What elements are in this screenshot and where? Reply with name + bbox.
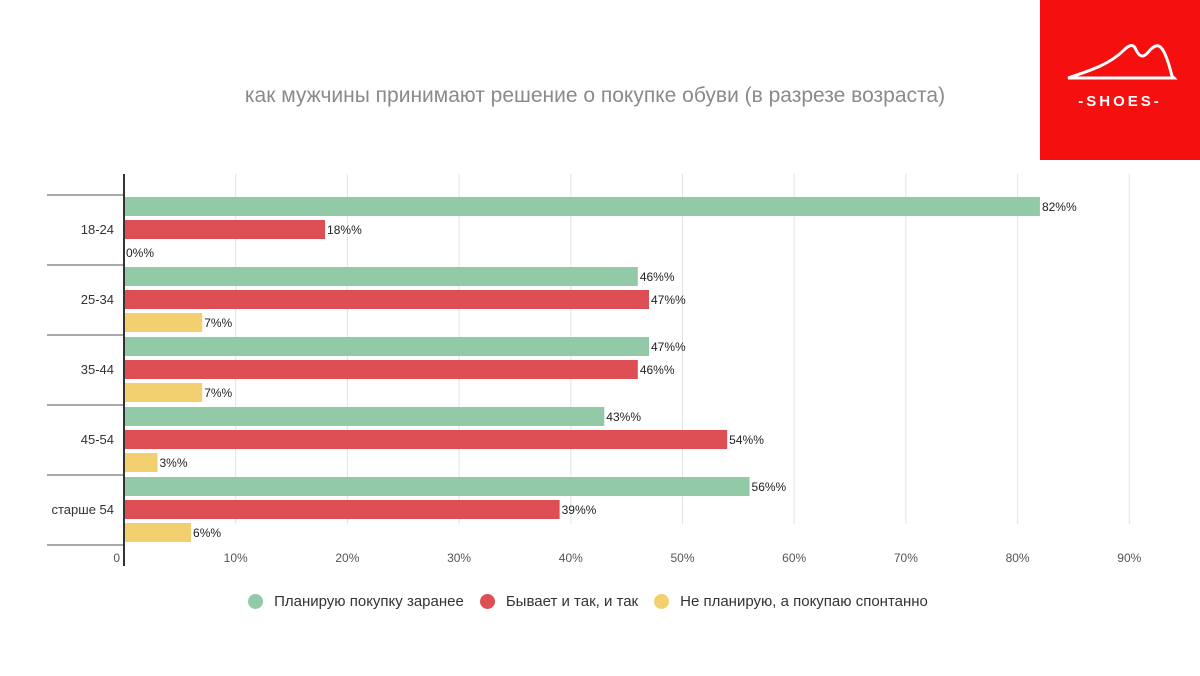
x-tick-label: 90% — [1117, 551, 1141, 565]
data-label: 47%% — [651, 293, 686, 307]
legend-swatch — [654, 594, 670, 609]
category-label: старше 54 — [52, 502, 115, 517]
bar — [124, 290, 649, 309]
legend-swatch — [479, 594, 495, 609]
x-tick-label: 20% — [335, 551, 359, 565]
bar — [124, 477, 750, 496]
legend-item: Не планирую, а покупаю спонтанно — [654, 593, 928, 610]
legend-item: Бывает и так, и так — [479, 593, 639, 610]
data-label: 46%% — [640, 270, 675, 284]
bar — [124, 453, 158, 472]
x-tick-label: 60% — [782, 551, 806, 565]
legend-swatch — [248, 594, 264, 609]
bar — [124, 430, 728, 449]
data-label: 7%% — [204, 386, 232, 400]
x-tick-label: 30% — [447, 551, 471, 565]
data-label: 82%% — [1042, 200, 1077, 214]
legend-label: Не планирую, а покупаю спонтанно — [680, 593, 928, 610]
category-label: 18-24 — [81, 222, 114, 237]
brand-logo: -SHOES- — [1040, 0, 1200, 160]
bar — [124, 197, 1040, 216]
data-label: 56%% — [752, 480, 787, 494]
x-tick-label: 70% — [894, 551, 918, 565]
data-label: 7%% — [204, 316, 232, 330]
x-tick-label: 10% — [224, 551, 248, 565]
x-tick-label: 0 — [113, 551, 120, 565]
bar — [124, 360, 638, 379]
bar — [124, 337, 649, 356]
shoe-swoosh-icon — [1067, 44, 1178, 80]
legend-label: Бывает и так, и так — [505, 593, 639, 610]
bar — [124, 220, 326, 239]
bar — [124, 500, 560, 519]
logo-text: -SHOES- — [1078, 93, 1162, 110]
bar — [124, 267, 638, 286]
bar-chart: 82%% 18%% 0%% 18-24 46%% 47%% 7%% 25-34 47%% 46%%… — [47, 174, 1142, 566]
data-label: 0%% — [126, 246, 154, 260]
data-label: 43%% — [606, 410, 641, 424]
data-label: 54%% — [729, 433, 764, 447]
x-tick-label: 40% — [559, 551, 583, 565]
data-label: 3%% — [160, 456, 188, 470]
x-tick-label: 80% — [1006, 551, 1030, 565]
legend-label: Планирую покупку заранее — [274, 593, 464, 610]
data-label: 18%% — [327, 223, 362, 237]
data-label: 39%% — [562, 503, 597, 517]
bar — [124, 407, 605, 426]
chart-legend: Планирую покупку заранее Бывает и так, и … — [0, 593, 1176, 610]
data-label: 46%% — [640, 363, 675, 377]
data-label: 47%% — [651, 340, 686, 354]
legend-item: Планирую покупку заранее — [248, 593, 464, 610]
data-label: 6%% — [193, 526, 221, 540]
x-tick-label: 50% — [670, 551, 694, 565]
category-label: 45-54 — [81, 432, 114, 447]
bar — [124, 523, 192, 542]
chart-title: как мужчины принимают решение о покупке … — [244, 84, 946, 107]
category-label: 25-34 — [81, 292, 114, 307]
category-label: 35-44 — [81, 362, 114, 377]
bar — [124, 383, 203, 402]
bar — [124, 313, 203, 332]
